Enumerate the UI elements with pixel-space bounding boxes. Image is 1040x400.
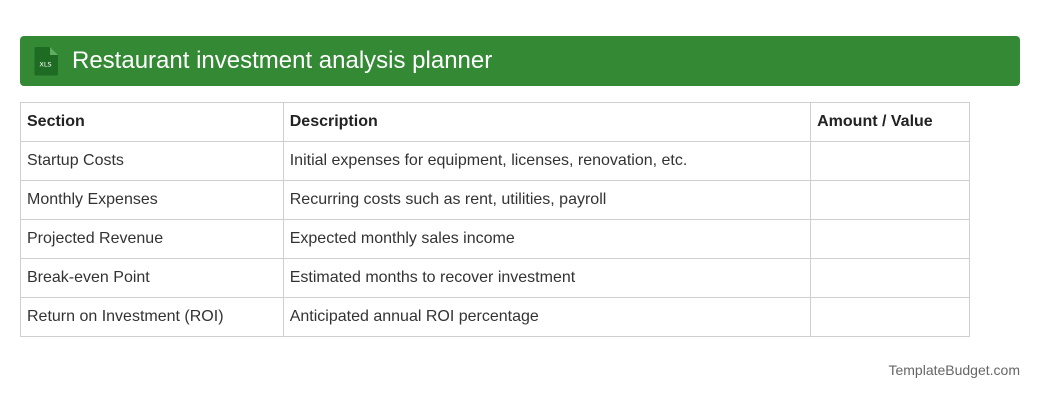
footer-brand-link[interactable]: TemplateBudget.com — [888, 362, 1020, 378]
description-cell: Anticipated annual ROI percentage — [282, 297, 812, 337]
column-header-description: Description — [282, 102, 812, 142]
amount-cell[interactable] — [810, 219, 970, 259]
title-bar: XLS Restaurant investment analysis plann… — [20, 36, 1020, 86]
table-row: Startup Costs Initial expenses for equip… — [20, 141, 970, 181]
amount-cell[interactable] — [810, 141, 970, 181]
amount-cell[interactable] — [810, 297, 970, 337]
table-row: Monthly Expenses Recurring costs such as… — [20, 180, 970, 220]
page-title: Restaurant investment analysis planner — [72, 47, 493, 74]
section-cell: Monthly Expenses — [20, 180, 284, 220]
xls-file-icon: XLS — [34, 47, 58, 76]
column-header-amount: Amount / Value — [810, 102, 970, 142]
column-header-section: Section — [20, 102, 284, 142]
description-cell: Initial expenses for equipment, licenses… — [282, 141, 812, 181]
amount-cell[interactable] — [810, 258, 970, 298]
section-cell: Projected Revenue — [20, 219, 284, 259]
description-cell: Expected monthly sales income — [282, 219, 812, 259]
description-cell: Recurring costs such as rent, utilities,… — [282, 180, 812, 220]
section-cell: Return on Investment (ROI) — [20, 297, 284, 337]
description-cell: Estimated months to recover investment — [282, 258, 812, 298]
table-row: Return on Investment (ROI) Anticipated a… — [20, 297, 970, 337]
xls-icon-label: XLS — [39, 61, 51, 69]
table-row: Projected Revenue Expected monthly sales… — [20, 219, 970, 259]
section-cell: Break-even Point — [20, 258, 284, 298]
section-cell: Startup Costs — [20, 141, 284, 181]
table-row: Break-even Point Estimated months to rec… — [20, 258, 970, 298]
amount-cell[interactable] — [810, 180, 970, 220]
table-header-row: Section Description Amount / Value — [20, 102, 970, 142]
investment-table: Section Description Amount / Value Start… — [20, 102, 970, 337]
